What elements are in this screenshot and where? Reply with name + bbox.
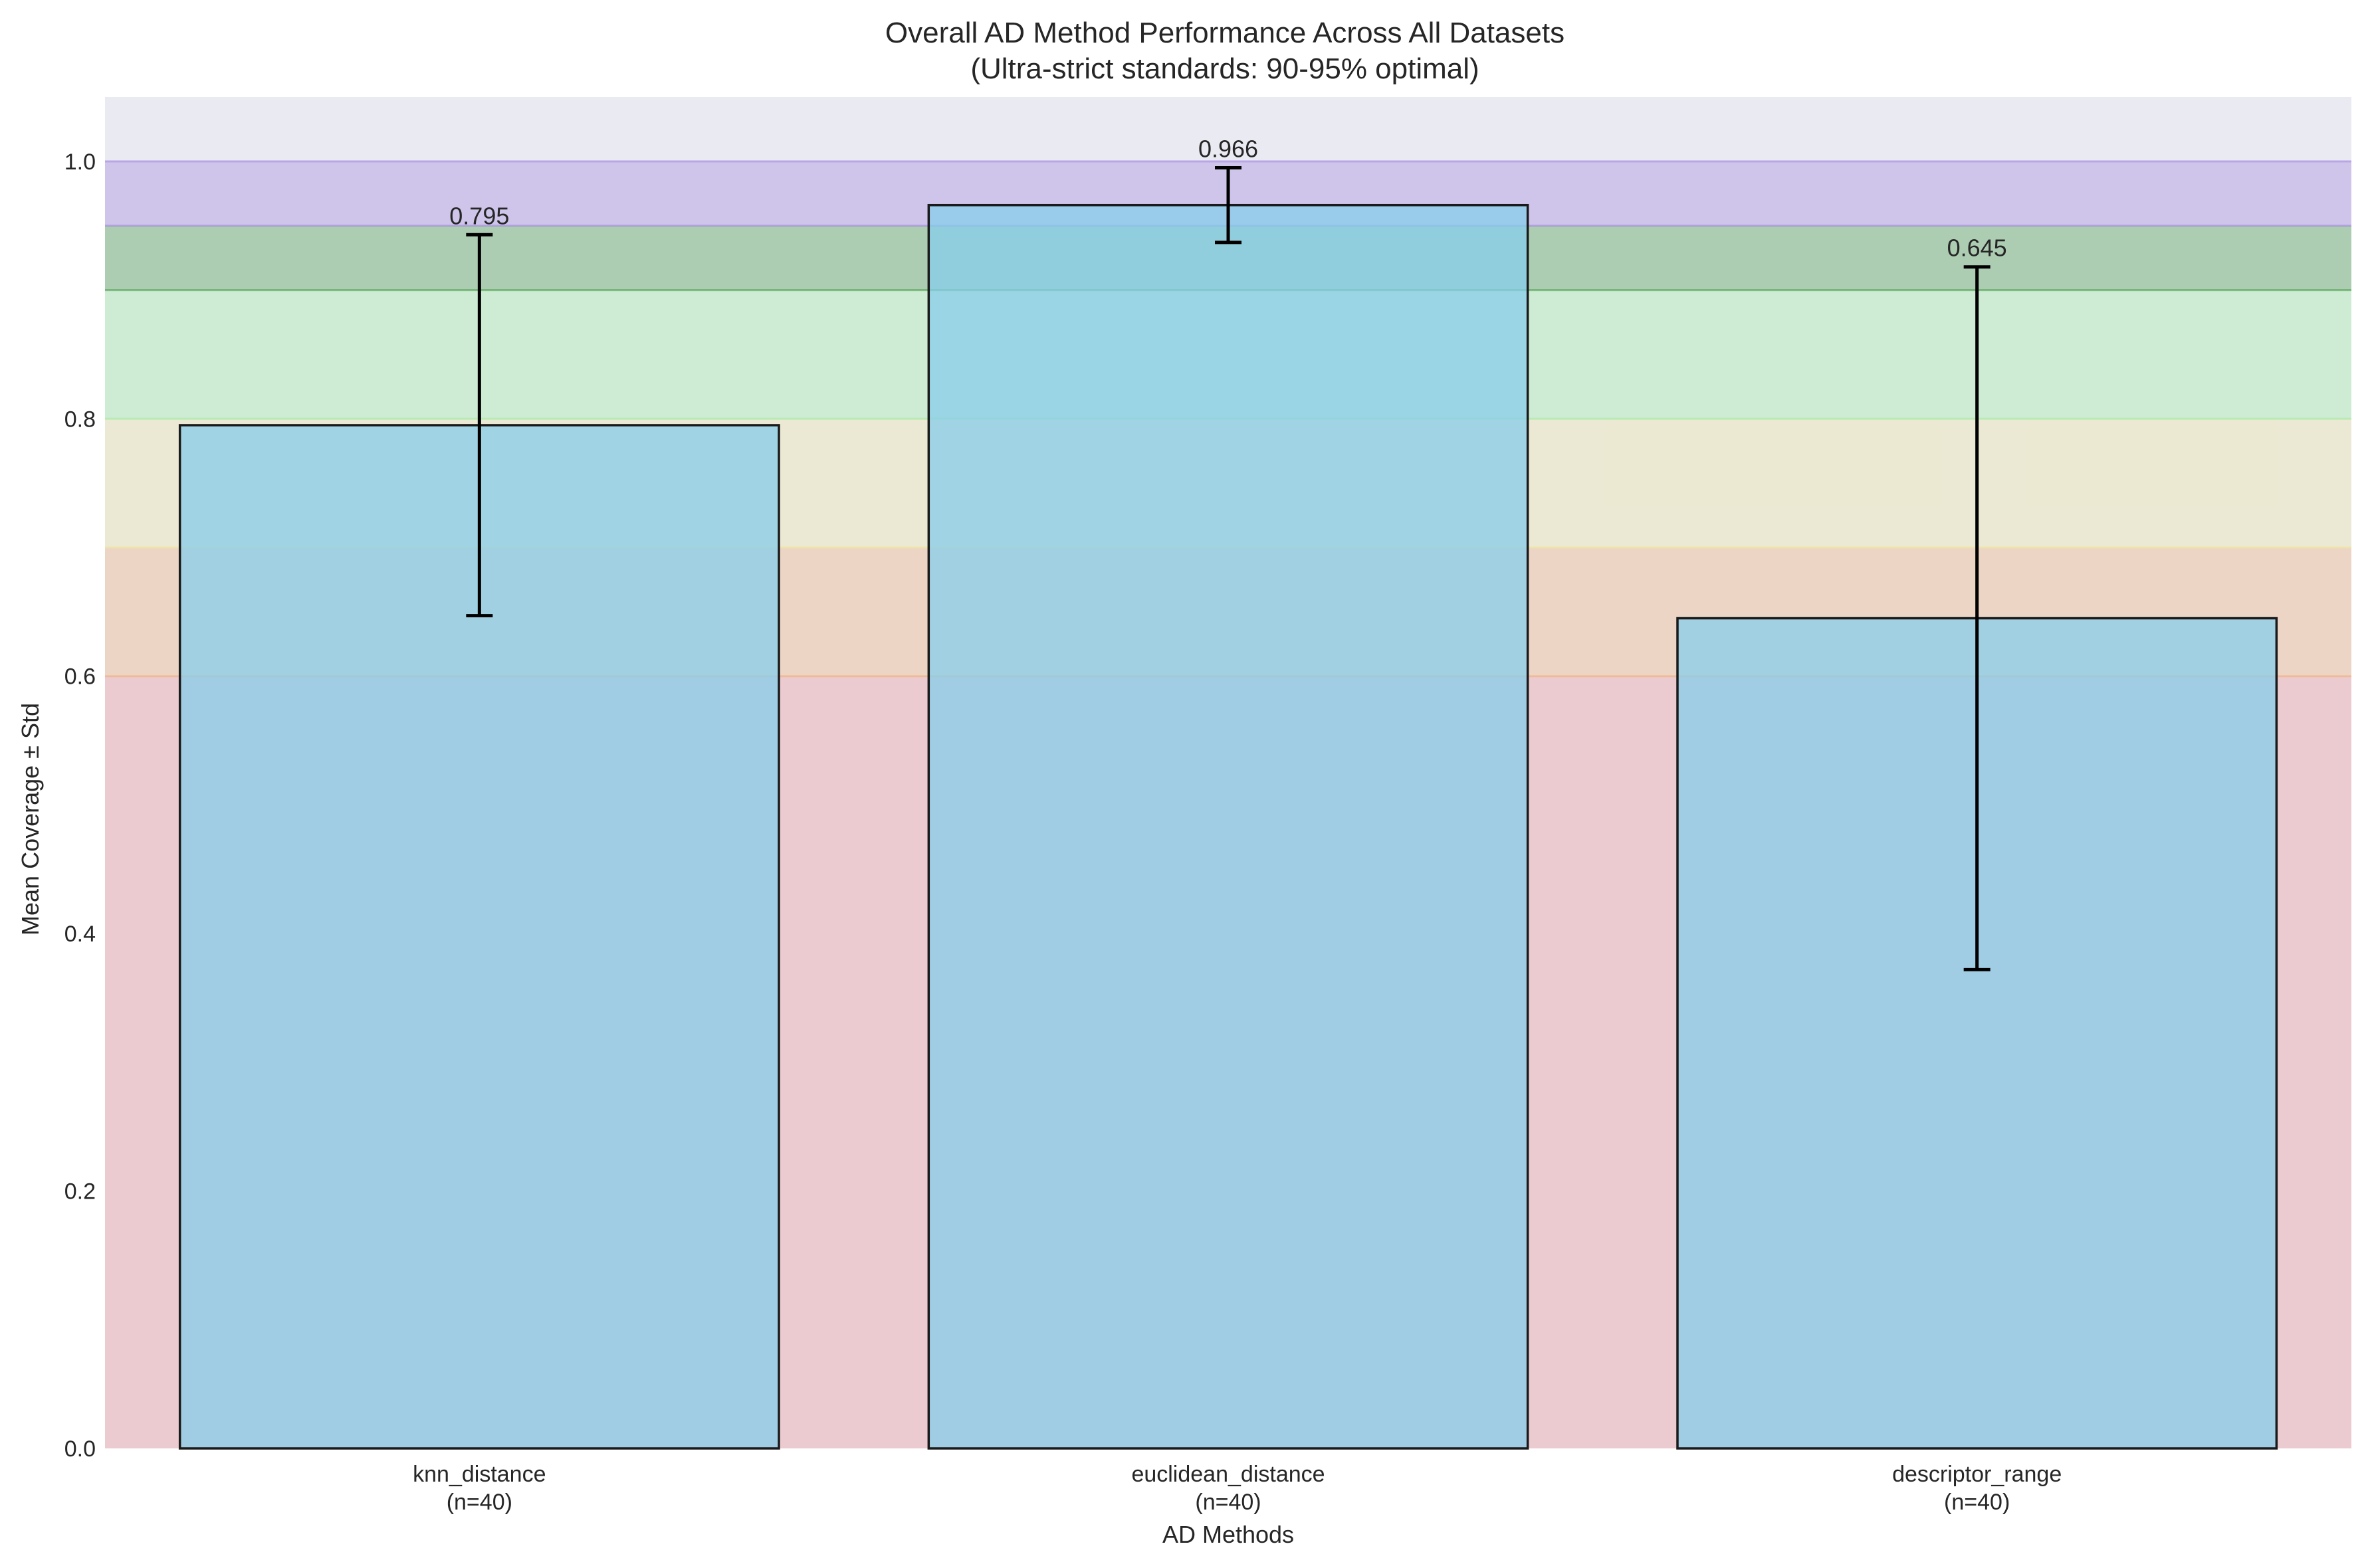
x-tick-sublabel: (n=40)	[447, 1490, 512, 1515]
y-tick-label: 0.6	[64, 664, 96, 690]
chart-title: Overall AD Method Performance Across All…	[885, 17, 1564, 85]
x-tick-sublabel: (n=40)	[1944, 1490, 2010, 1515]
y-axis-label: Mean Coverage ± Std	[17, 703, 44, 935]
x-tick-label: euclidean_distance	[1131, 1462, 1325, 1487]
y-tick-label: 0.4	[64, 922, 96, 947]
y-tick-label: 1.0	[64, 149, 96, 175]
data-label: 0.645	[1947, 235, 2007, 262]
x-axis-label: AD Methods	[1162, 1521, 1294, 1548]
plot-area: 0.0 0.2 0.4 0.6 0.8 1.0 0.795 knn_distance (n=40…	[64, 97, 2351, 1515]
x-tick-label: knn_distance	[413, 1462, 546, 1487]
data-label: 0.966	[1198, 136, 1258, 163]
data-label: 0.795	[449, 202, 509, 229]
y-tick-label: 0.0	[64, 1436, 96, 1462]
y-tick-label: 0.8	[64, 407, 96, 432]
chart-title-text: Overall AD Method Performance Across All…	[885, 17, 1564, 49]
x-tick-sublabel: (n=40)	[1195, 1490, 1261, 1515]
x-tick-label: descriptor_range	[1892, 1462, 2062, 1487]
chart-subtitle-text: (Ultra-strict standards: 90-95% optimal)	[970, 52, 1479, 85]
bar	[927, 203, 1529, 1450]
y-tick-label: 0.2	[64, 1179, 96, 1205]
